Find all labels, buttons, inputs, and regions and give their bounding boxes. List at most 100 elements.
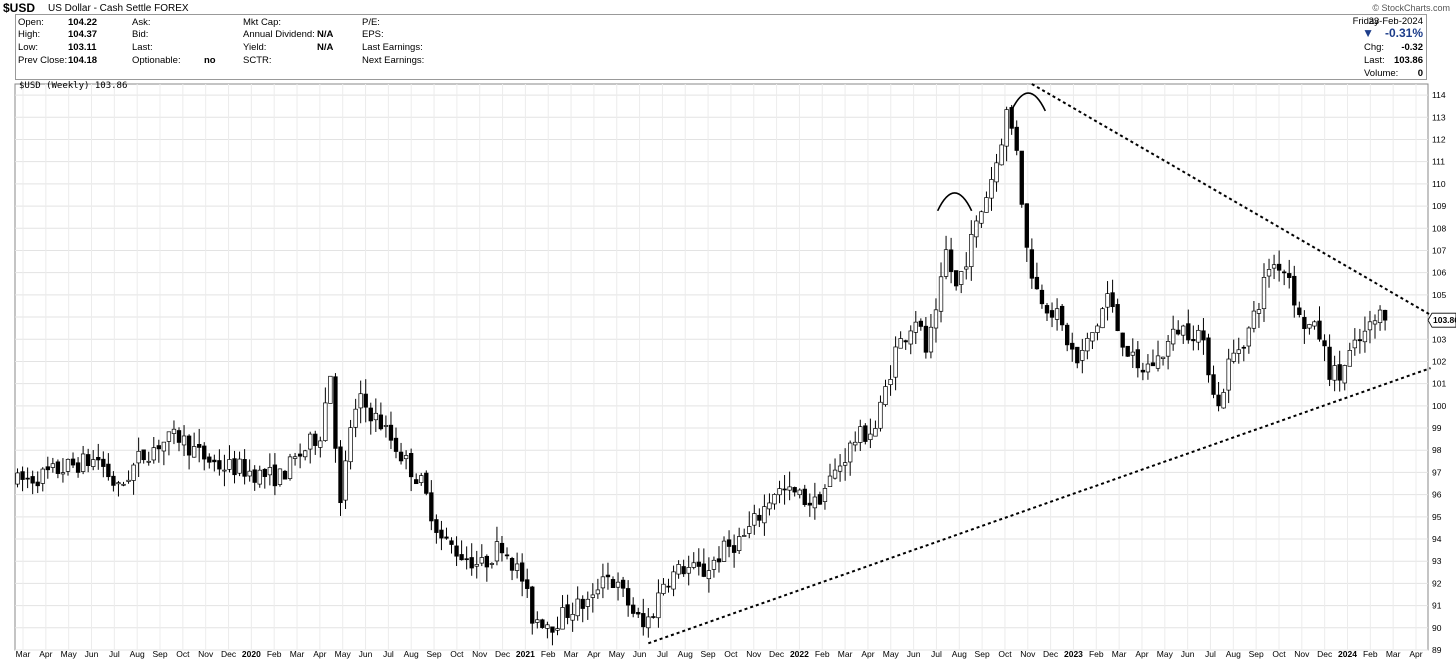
candle-up bbox=[181, 435, 187, 446]
candle-up bbox=[570, 614, 575, 621]
candle-up bbox=[984, 197, 989, 213]
chart-grid bbox=[14, 83, 1429, 651]
y-tick-label: 96 bbox=[1432, 490, 1442, 500]
candle-down bbox=[1059, 305, 1065, 326]
x-tick-label: May bbox=[883, 649, 900, 659]
y-tick-label: 103 bbox=[1432, 334, 1446, 344]
exchange-label: FOREX bbox=[154, 3, 189, 14]
candle-up bbox=[1312, 321, 1317, 327]
candle-up bbox=[1266, 269, 1272, 277]
candle-down bbox=[1206, 337, 1211, 376]
x-tick-label: 2021 bbox=[516, 649, 535, 659]
candle-up bbox=[358, 393, 363, 409]
y-tick-label: 94 bbox=[1432, 534, 1442, 544]
candle-up bbox=[257, 469, 262, 485]
x-tick-label: Nov bbox=[472, 649, 488, 659]
x-tick-label: Dec bbox=[495, 649, 511, 659]
candle-down bbox=[141, 449, 146, 461]
candle-down bbox=[782, 488, 787, 491]
trendline-lower bbox=[647, 367, 1431, 645]
candle-up bbox=[1246, 327, 1252, 347]
candle-up bbox=[373, 412, 378, 421]
candle-down bbox=[297, 453, 303, 457]
candle-down bbox=[1287, 273, 1292, 278]
candle-down bbox=[802, 488, 807, 505]
y-tick-label: 90 bbox=[1432, 623, 1442, 633]
candle-down bbox=[35, 481, 40, 487]
x-tick-label: Apr bbox=[1409, 649, 1422, 659]
candle-down bbox=[156, 445, 161, 450]
x-tick-label: Apr bbox=[861, 649, 874, 659]
candle-down bbox=[75, 462, 81, 473]
candle-down bbox=[338, 446, 343, 504]
candle-up bbox=[595, 589, 601, 595]
candle-up bbox=[287, 456, 293, 479]
candle-down bbox=[1322, 340, 1327, 347]
candle-down bbox=[948, 249, 954, 272]
candle-up bbox=[933, 309, 939, 329]
candle-up bbox=[832, 469, 838, 479]
candle-down bbox=[313, 433, 318, 446]
candle-down bbox=[398, 451, 404, 462]
y-tick-label: 107 bbox=[1432, 245, 1446, 255]
candle-up bbox=[131, 464, 136, 481]
candle-up bbox=[151, 447, 156, 461]
candle-up bbox=[827, 475, 833, 487]
candle-down bbox=[1297, 307, 1302, 315]
quote-value: 104.22 bbox=[68, 17, 98, 28]
candle-up bbox=[661, 583, 666, 594]
candle-down bbox=[70, 458, 76, 466]
x-axis: Mar Apr May Jun Jul Aug Sep Oct Nov Dec 2020 Feb Mar… bbox=[16, 81, 1423, 659]
y-tick-label: 93 bbox=[1432, 556, 1442, 566]
candle-up bbox=[736, 536, 742, 551]
candle-down bbox=[1150, 362, 1156, 367]
candle-down bbox=[1125, 345, 1130, 357]
candle-down bbox=[681, 566, 686, 575]
candle-up bbox=[1196, 329, 1201, 343]
plot-frame bbox=[14, 83, 1429, 651]
y-tick-label: 109 bbox=[1432, 201, 1446, 211]
quote-label: EPS: bbox=[362, 29, 384, 40]
quote-value: 103.86 bbox=[1393, 55, 1423, 66]
candle-down bbox=[641, 613, 646, 628]
x-tick-label: Jul bbox=[1205, 649, 1216, 659]
candle-up bbox=[646, 616, 651, 629]
x-tick-label: Oct bbox=[176, 649, 190, 659]
quote-value: 0 bbox=[1417, 68, 1423, 79]
candle-down bbox=[454, 545, 459, 557]
x-tick-label: Feb bbox=[267, 649, 282, 659]
candle-down bbox=[1034, 276, 1040, 290]
candle-down bbox=[45, 466, 50, 471]
candle-down bbox=[1191, 339, 1196, 342]
candle-up bbox=[40, 468, 45, 484]
quote-label: P/E: bbox=[362, 17, 380, 28]
x-tick-label: Mar bbox=[838, 649, 853, 659]
candle-down bbox=[1075, 346, 1080, 364]
candle-up bbox=[853, 441, 858, 446]
candle-down bbox=[726, 539, 732, 547]
candle-up bbox=[166, 431, 172, 442]
candle-up bbox=[1105, 293, 1110, 308]
quote-label: SCTR: bbox=[243, 55, 272, 66]
candle-down bbox=[1024, 203, 1029, 248]
candle-down bbox=[716, 558, 722, 563]
candle-down bbox=[464, 558, 469, 561]
candle-down bbox=[918, 320, 924, 327]
candle-up bbox=[974, 220, 979, 238]
candle-down bbox=[701, 563, 707, 577]
candle-down bbox=[217, 460, 222, 470]
candle-down bbox=[1115, 304, 1120, 332]
candle-up bbox=[489, 563, 495, 565]
candle-up bbox=[747, 526, 752, 534]
candle-down bbox=[1019, 150, 1024, 205]
candle-up bbox=[837, 465, 843, 472]
candle-down bbox=[953, 270, 959, 287]
candle-up bbox=[419, 475, 424, 483]
candle-down bbox=[30, 476, 35, 484]
candle-up bbox=[1221, 392, 1226, 409]
candle-down bbox=[252, 469, 257, 483]
y-tick-label: 110 bbox=[1432, 179, 1446, 189]
candle-down bbox=[429, 492, 434, 522]
trendlines bbox=[647, 83, 1432, 645]
